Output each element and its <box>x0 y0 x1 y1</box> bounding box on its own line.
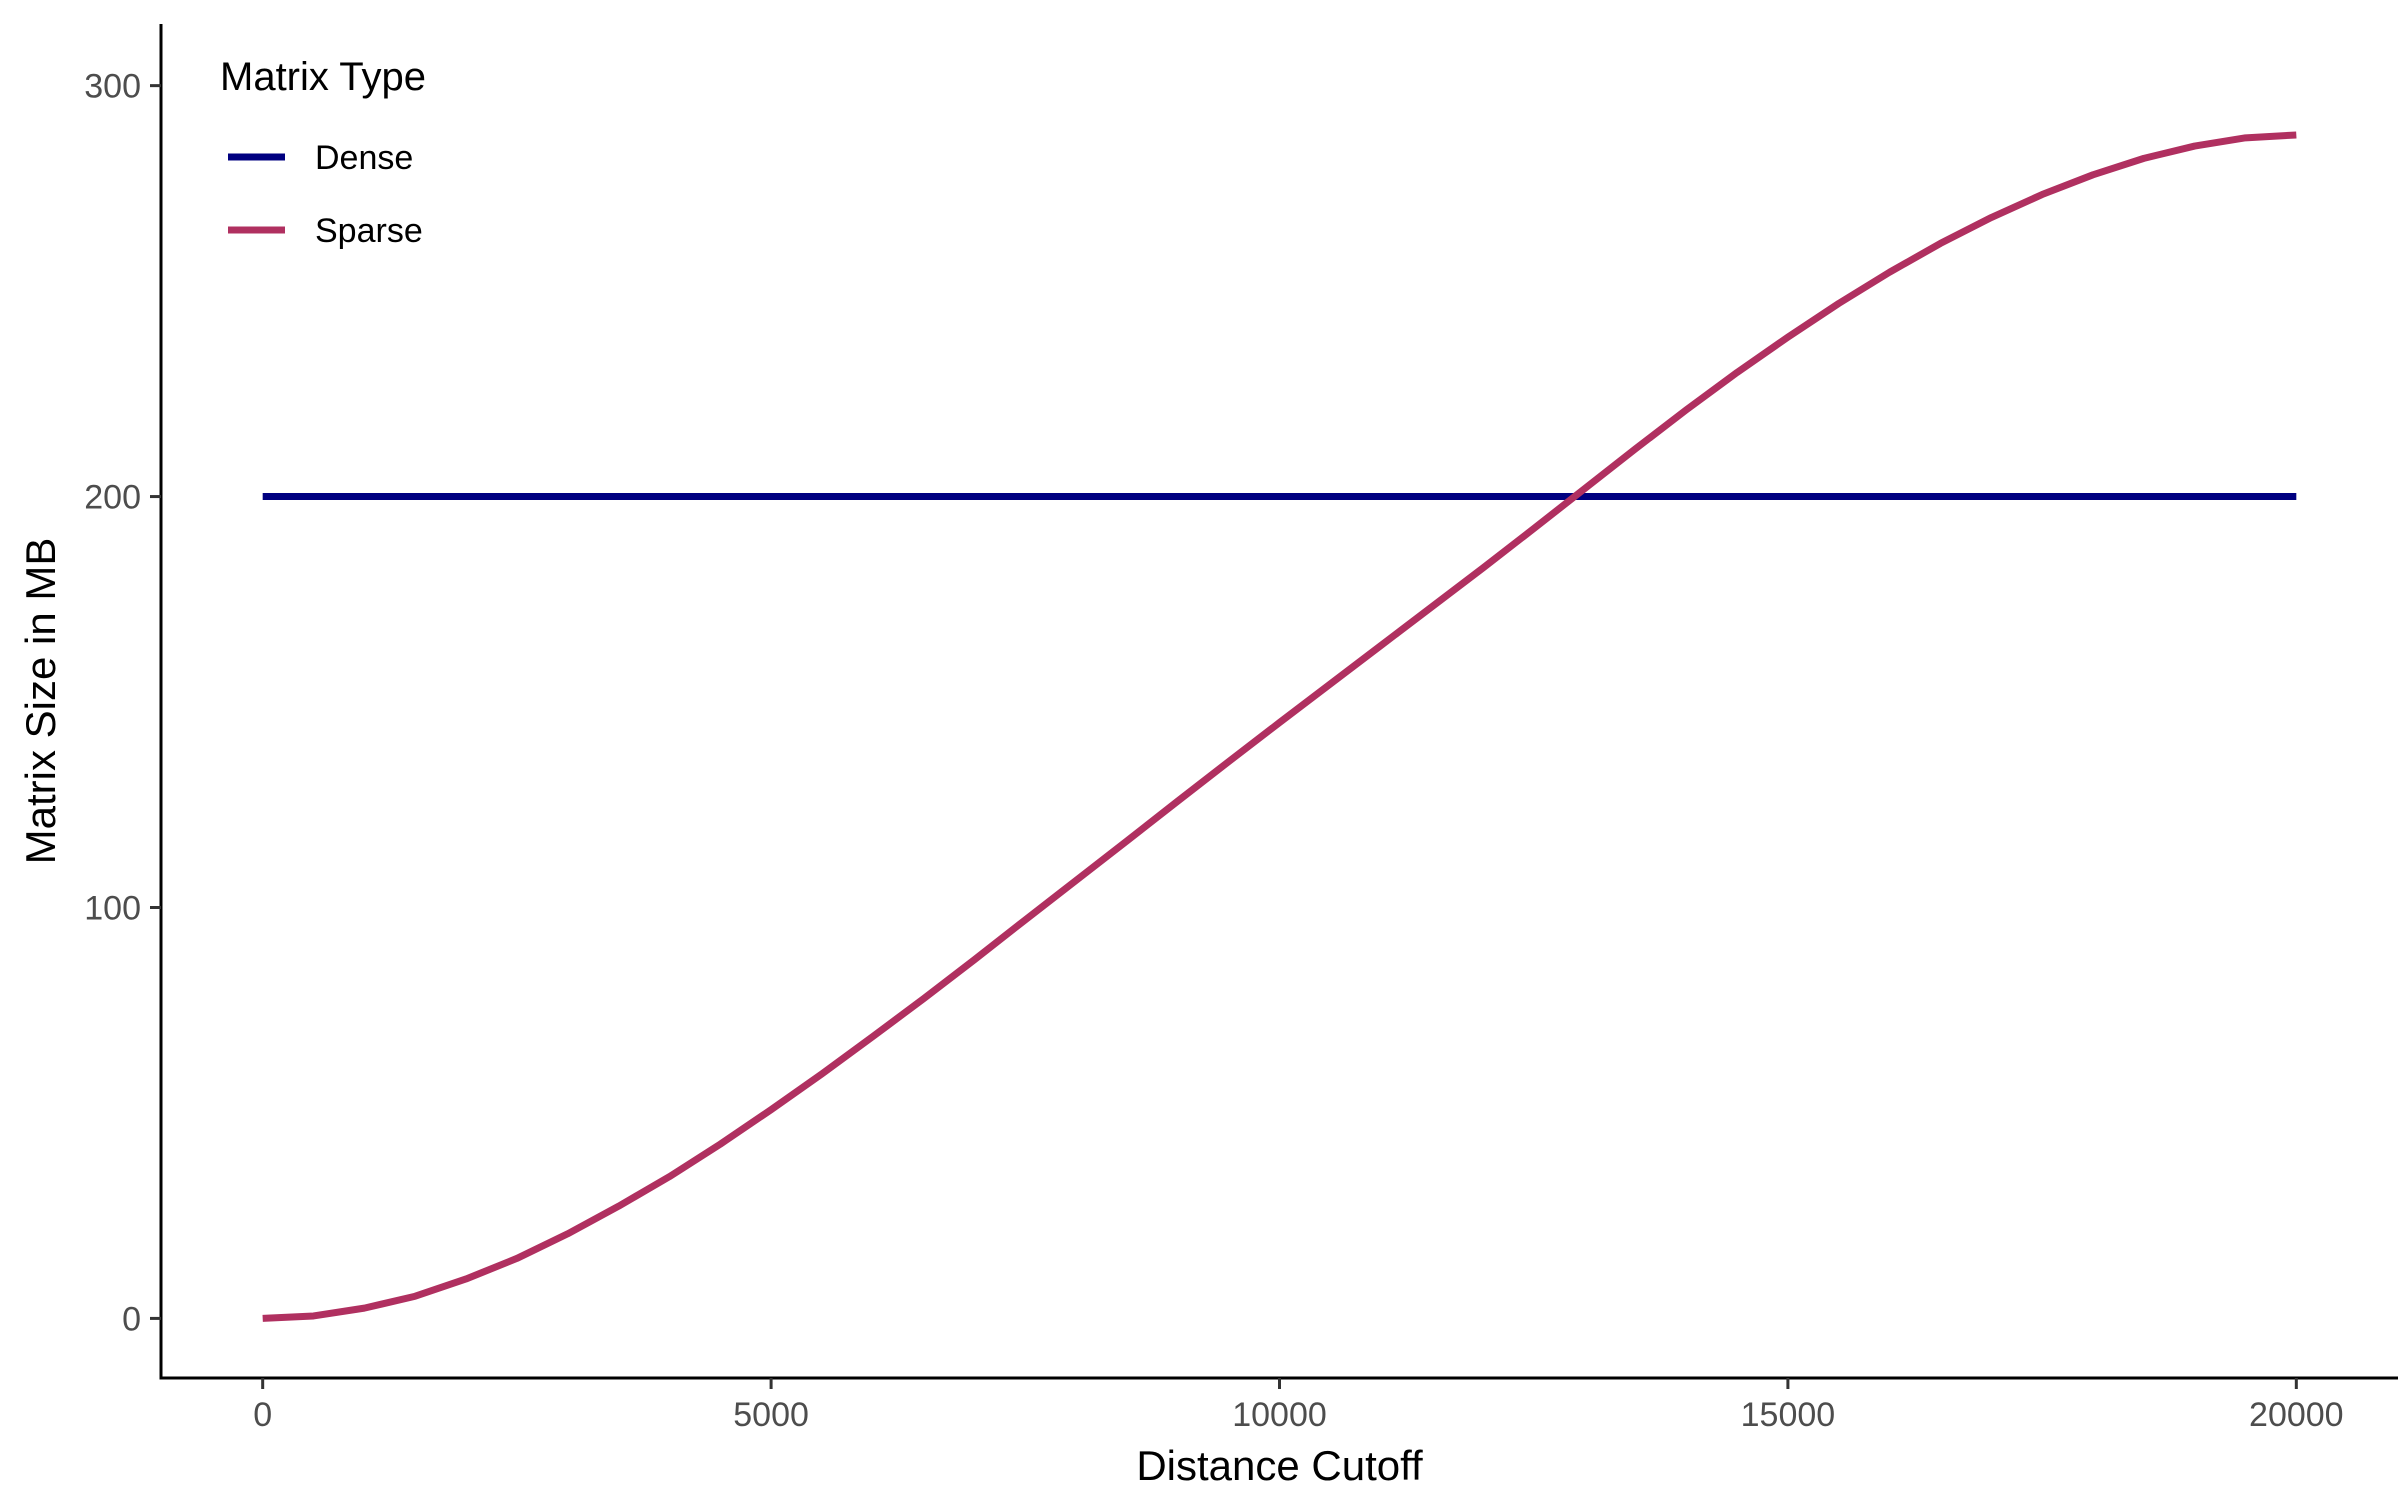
legend: Matrix Type Dense Sparse <box>220 55 426 250</box>
x-axis-title: Distance Cutoff <box>1136 1442 1423 1489</box>
y-tick-label: 300 <box>84 68 141 106</box>
y-tick-label: 0 <box>122 1300 141 1338</box>
axes: 0 5000 10000 15000 20000 0 100 200 300 Distance C… <box>17 24 2398 1489</box>
x-tick-label: 0 <box>253 1396 272 1434</box>
plot-area <box>262 131 2297 1322</box>
legend-title: Matrix Type <box>220 55 426 99</box>
x-tick-label: 5000 <box>733 1396 809 1434</box>
series-line-sparse <box>262 131 2297 1322</box>
legend-label-dense: Dense <box>315 139 413 177</box>
y-tick-label: 200 <box>84 479 141 517</box>
y-tick-label: 100 <box>84 889 141 927</box>
x-tick-label: 20000 <box>2249 1396 2344 1434</box>
legend-label-sparse: Sparse <box>315 212 423 250</box>
y-axis-title: Matrix Size in MB <box>17 538 64 865</box>
x-tick-label: 10000 <box>1232 1396 1327 1434</box>
x-tick-label: 15000 <box>1741 1396 1836 1434</box>
